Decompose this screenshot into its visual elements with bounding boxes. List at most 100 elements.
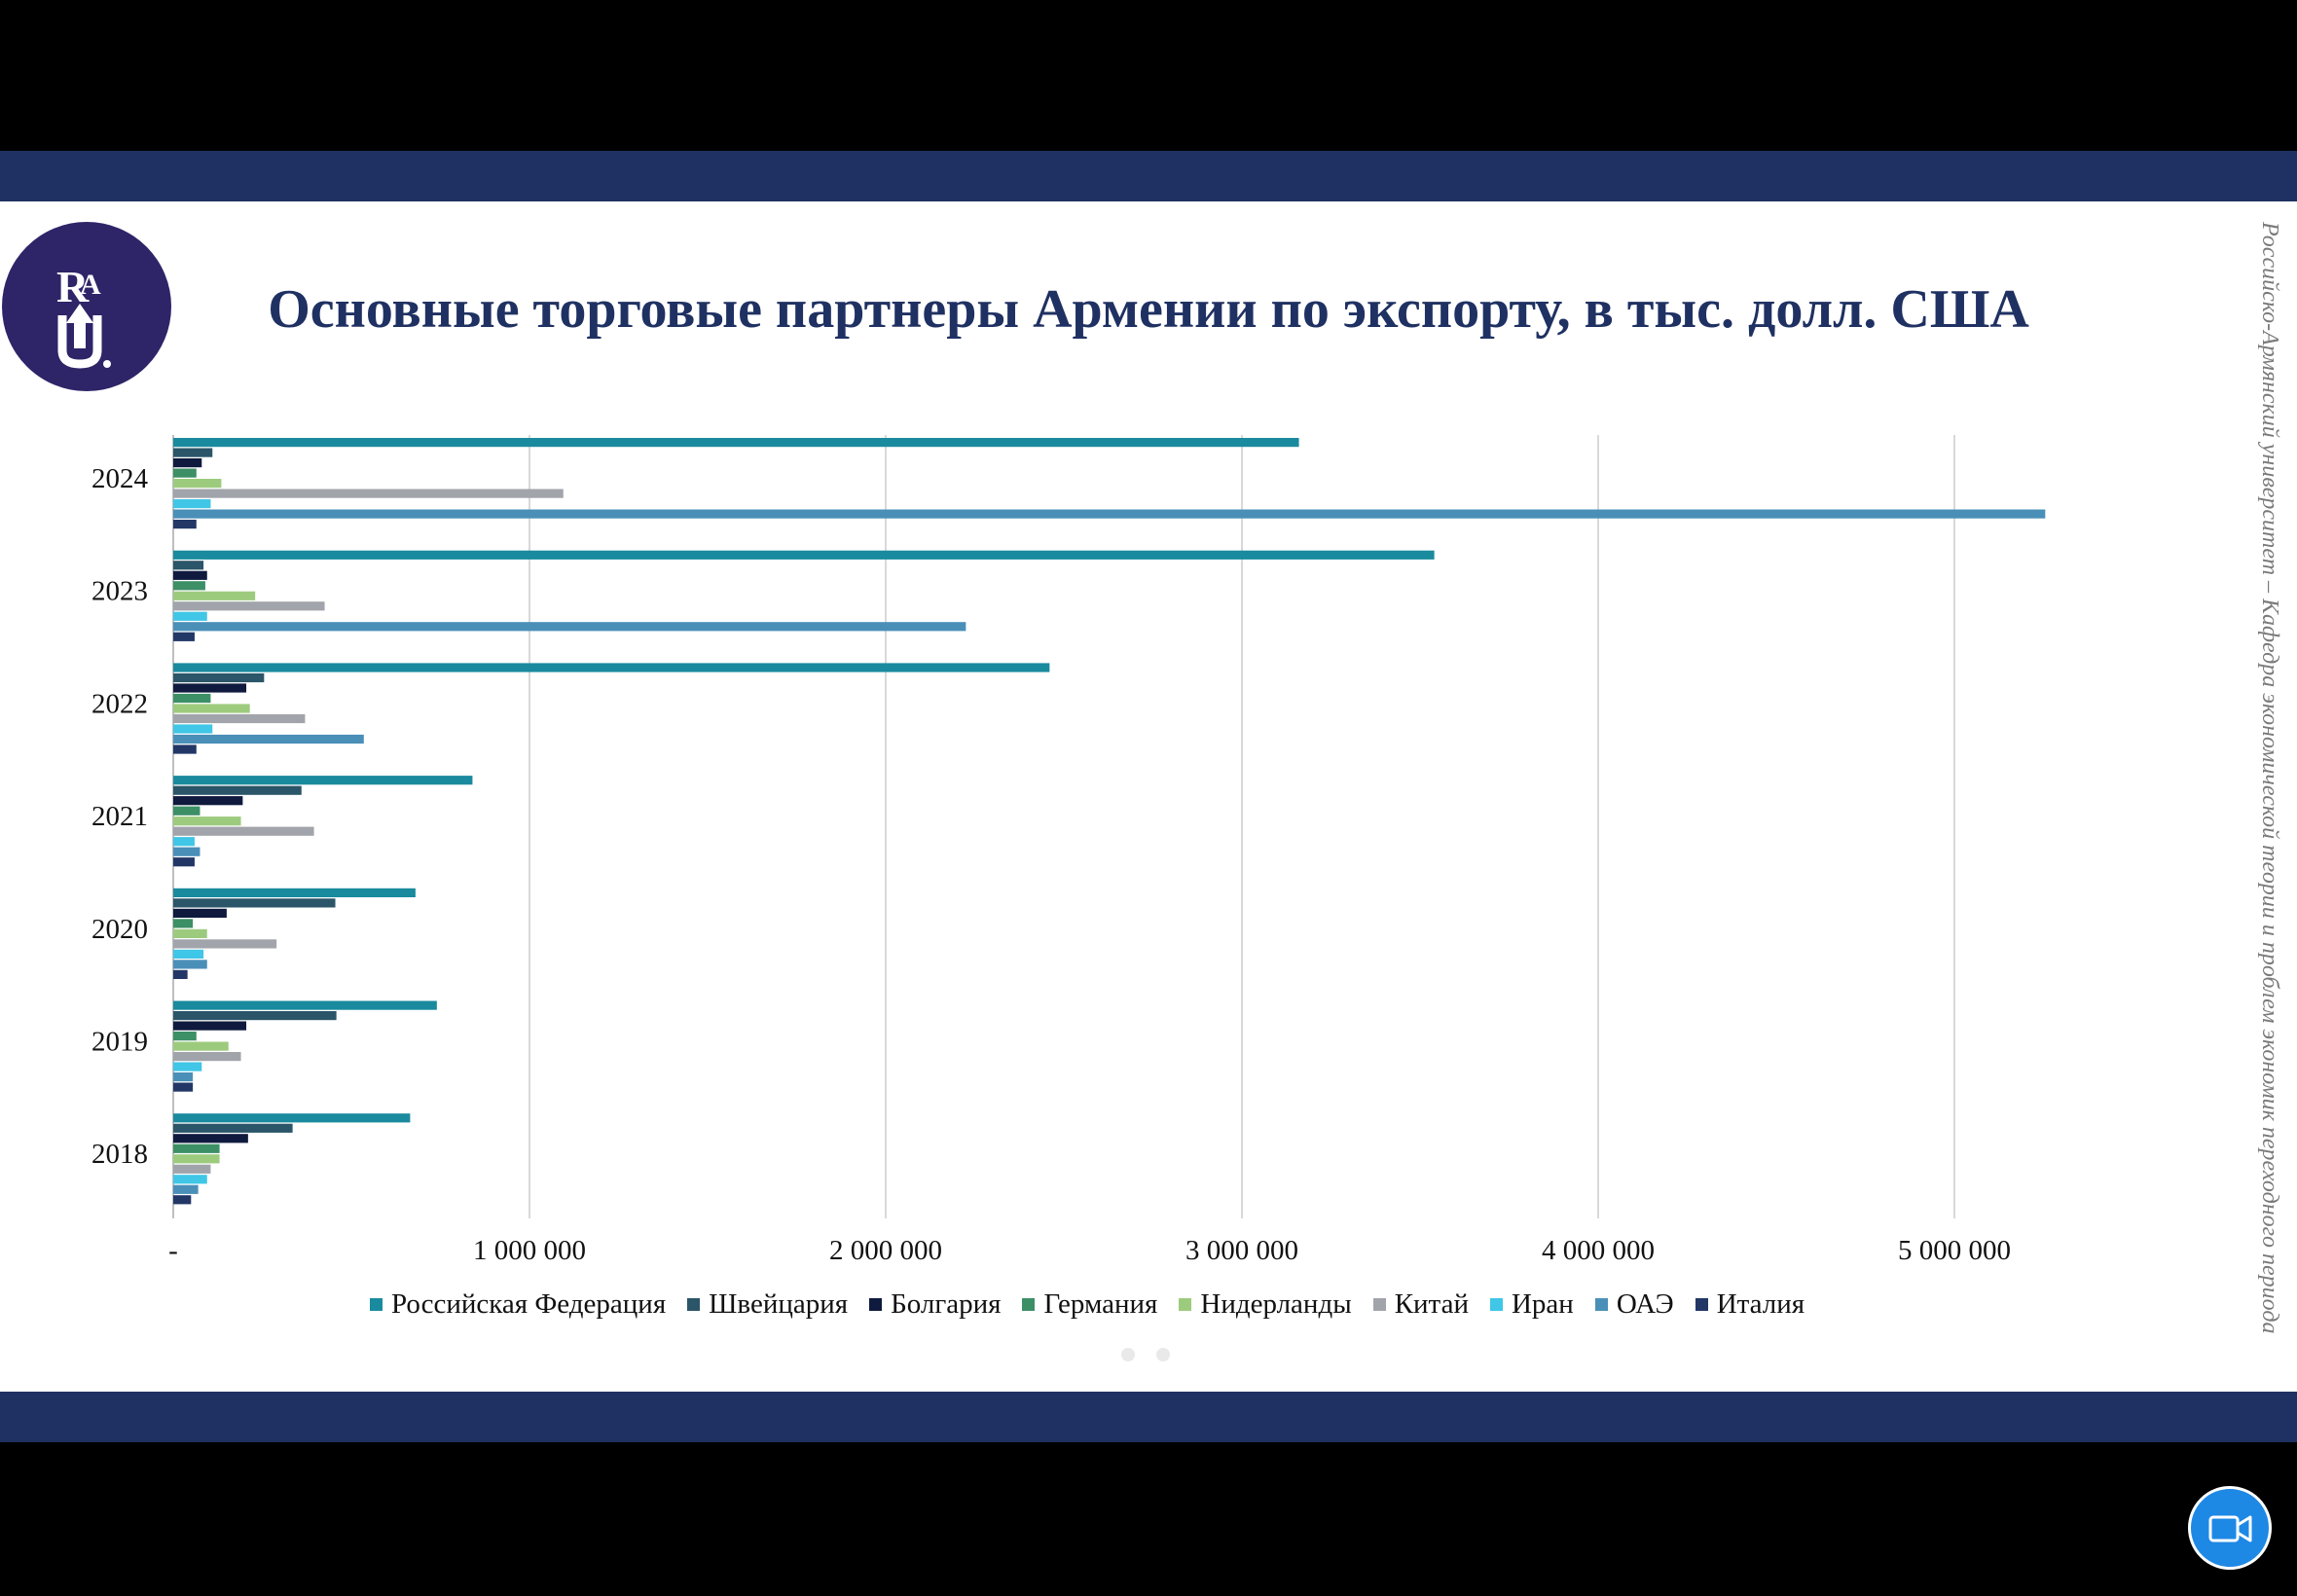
bar <box>173 1123 293 1133</box>
bar <box>173 796 243 806</box>
bar <box>173 1041 229 1051</box>
bar <box>173 898 336 908</box>
bar <box>173 489 564 498</box>
bar <box>173 1072 194 1082</box>
x-tick-label: 4 000 000 <box>1542 1235 1655 1266</box>
legend-label: Российская Федерация <box>391 1288 667 1320</box>
bar <box>173 683 247 693</box>
bar <box>173 581 205 591</box>
legend-item: Италия <box>1695 1288 1805 1321</box>
rau-logo: R A <box>2 222 171 391</box>
bar <box>173 1175 207 1184</box>
bar <box>173 1082 194 1092</box>
y-category-label: 2018 <box>91 1139 148 1170</box>
legend-item: Иран <box>1489 1288 1574 1321</box>
bar <box>173 632 195 641</box>
bar <box>173 1143 220 1153</box>
legend-label: Болгария <box>891 1288 1002 1320</box>
legend-swatch <box>687 1297 701 1311</box>
legend-label: Китай <box>1394 1288 1469 1320</box>
bar <box>173 1000 437 1010</box>
y-category-label: 2019 <box>91 1027 148 1058</box>
legend-label: Нидерланды <box>1200 1288 1352 1320</box>
bar <box>173 744 197 754</box>
bar <box>173 1113 411 1123</box>
bar <box>173 928 207 938</box>
bar <box>173 561 204 570</box>
legend-swatch <box>869 1297 883 1311</box>
legend-label: Иран <box>1511 1288 1574 1320</box>
pager-dot[interactable] <box>1156 1348 1170 1361</box>
slide-title: Основные торговые партнеры Армении по эк… <box>268 279 2029 340</box>
bar <box>173 1062 202 1071</box>
bar <box>173 672 265 683</box>
svg-text:R: R <box>56 262 90 311</box>
bar <box>173 969 188 979</box>
bar <box>173 1164 211 1174</box>
bar <box>173 479 222 489</box>
bar <box>173 550 1435 560</box>
y-category-label: 2021 <box>91 801 148 832</box>
x-tick-label: 1 000 000 <box>473 1235 586 1266</box>
y-category-label: 2020 <box>91 914 148 945</box>
x-tick-label: 2 000 000 <box>829 1235 942 1266</box>
bar <box>173 734 364 744</box>
bar <box>173 693 211 704</box>
x-tick-label: 5 000 000 <box>1898 1235 2011 1266</box>
bar <box>173 622 966 632</box>
camera-button[interactable] <box>2188 1486 2272 1570</box>
legend-label: Швейцария <box>709 1288 849 1320</box>
legend-swatch <box>1695 1297 1708 1311</box>
bar <box>173 1032 197 1041</box>
bar <box>173 1021 247 1031</box>
bar <box>173 1154 220 1164</box>
legend-item: Российская Федерация <box>370 1288 666 1321</box>
bar <box>173 448 213 457</box>
bar <box>173 908 227 918</box>
legend-swatch <box>1489 1297 1503 1311</box>
bar <box>173 837 195 847</box>
bar <box>173 713 306 724</box>
bar <box>173 438 1299 448</box>
bar <box>173 1134 248 1143</box>
bar <box>173 847 201 856</box>
bar <box>173 785 302 795</box>
y-category-label: 2024 <box>91 463 149 494</box>
legend-item: Швейцария <box>687 1288 848 1321</box>
bar <box>173 591 256 600</box>
pager-dot[interactable] <box>1121 1348 1135 1361</box>
bar <box>173 806 201 816</box>
bar <box>173 499 211 509</box>
x-tick-label: 3 000 000 <box>1185 1235 1298 1266</box>
slide <box>0 201 2297 1392</box>
bar <box>173 458 202 468</box>
legend-swatch <box>1022 1297 1036 1311</box>
legend-label: Германия <box>1043 1288 1158 1320</box>
bar <box>173 857 195 867</box>
legend-swatch <box>1372 1297 1386 1311</box>
legend-label: Италия <box>1716 1288 1805 1320</box>
legend-swatch <box>1179 1297 1192 1311</box>
rau-university-logo-icon: R A <box>56 262 111 369</box>
top-band <box>0 151 2297 201</box>
bar <box>173 468 197 478</box>
bar <box>173 520 197 529</box>
legend-item: Болгария <box>869 1288 1001 1321</box>
bar <box>173 960 207 969</box>
bar <box>173 888 416 897</box>
bar <box>173 509 2046 519</box>
bar <box>173 919 194 928</box>
legend-item: Китай <box>1372 1288 1469 1321</box>
bar <box>173 826 314 836</box>
legend-item: Нидерланды <box>1179 1288 1352 1321</box>
bar <box>173 601 325 611</box>
bottom-band <box>0 1392 2297 1442</box>
bar <box>173 570 207 580</box>
bar <box>173 1184 199 1194</box>
bar <box>173 611 207 621</box>
bar <box>173 724 213 734</box>
bar <box>173 704 250 713</box>
legend-label: ОАЭ <box>1616 1288 1674 1320</box>
chart-legend: Российская Федерация Швейцария Болгария Гер… <box>370 1283 1826 1325</box>
export-partners-chart: - 1 000 000 2 000 000 3 000 000 4 000 000 5 0… <box>91 435 2046 1266</box>
